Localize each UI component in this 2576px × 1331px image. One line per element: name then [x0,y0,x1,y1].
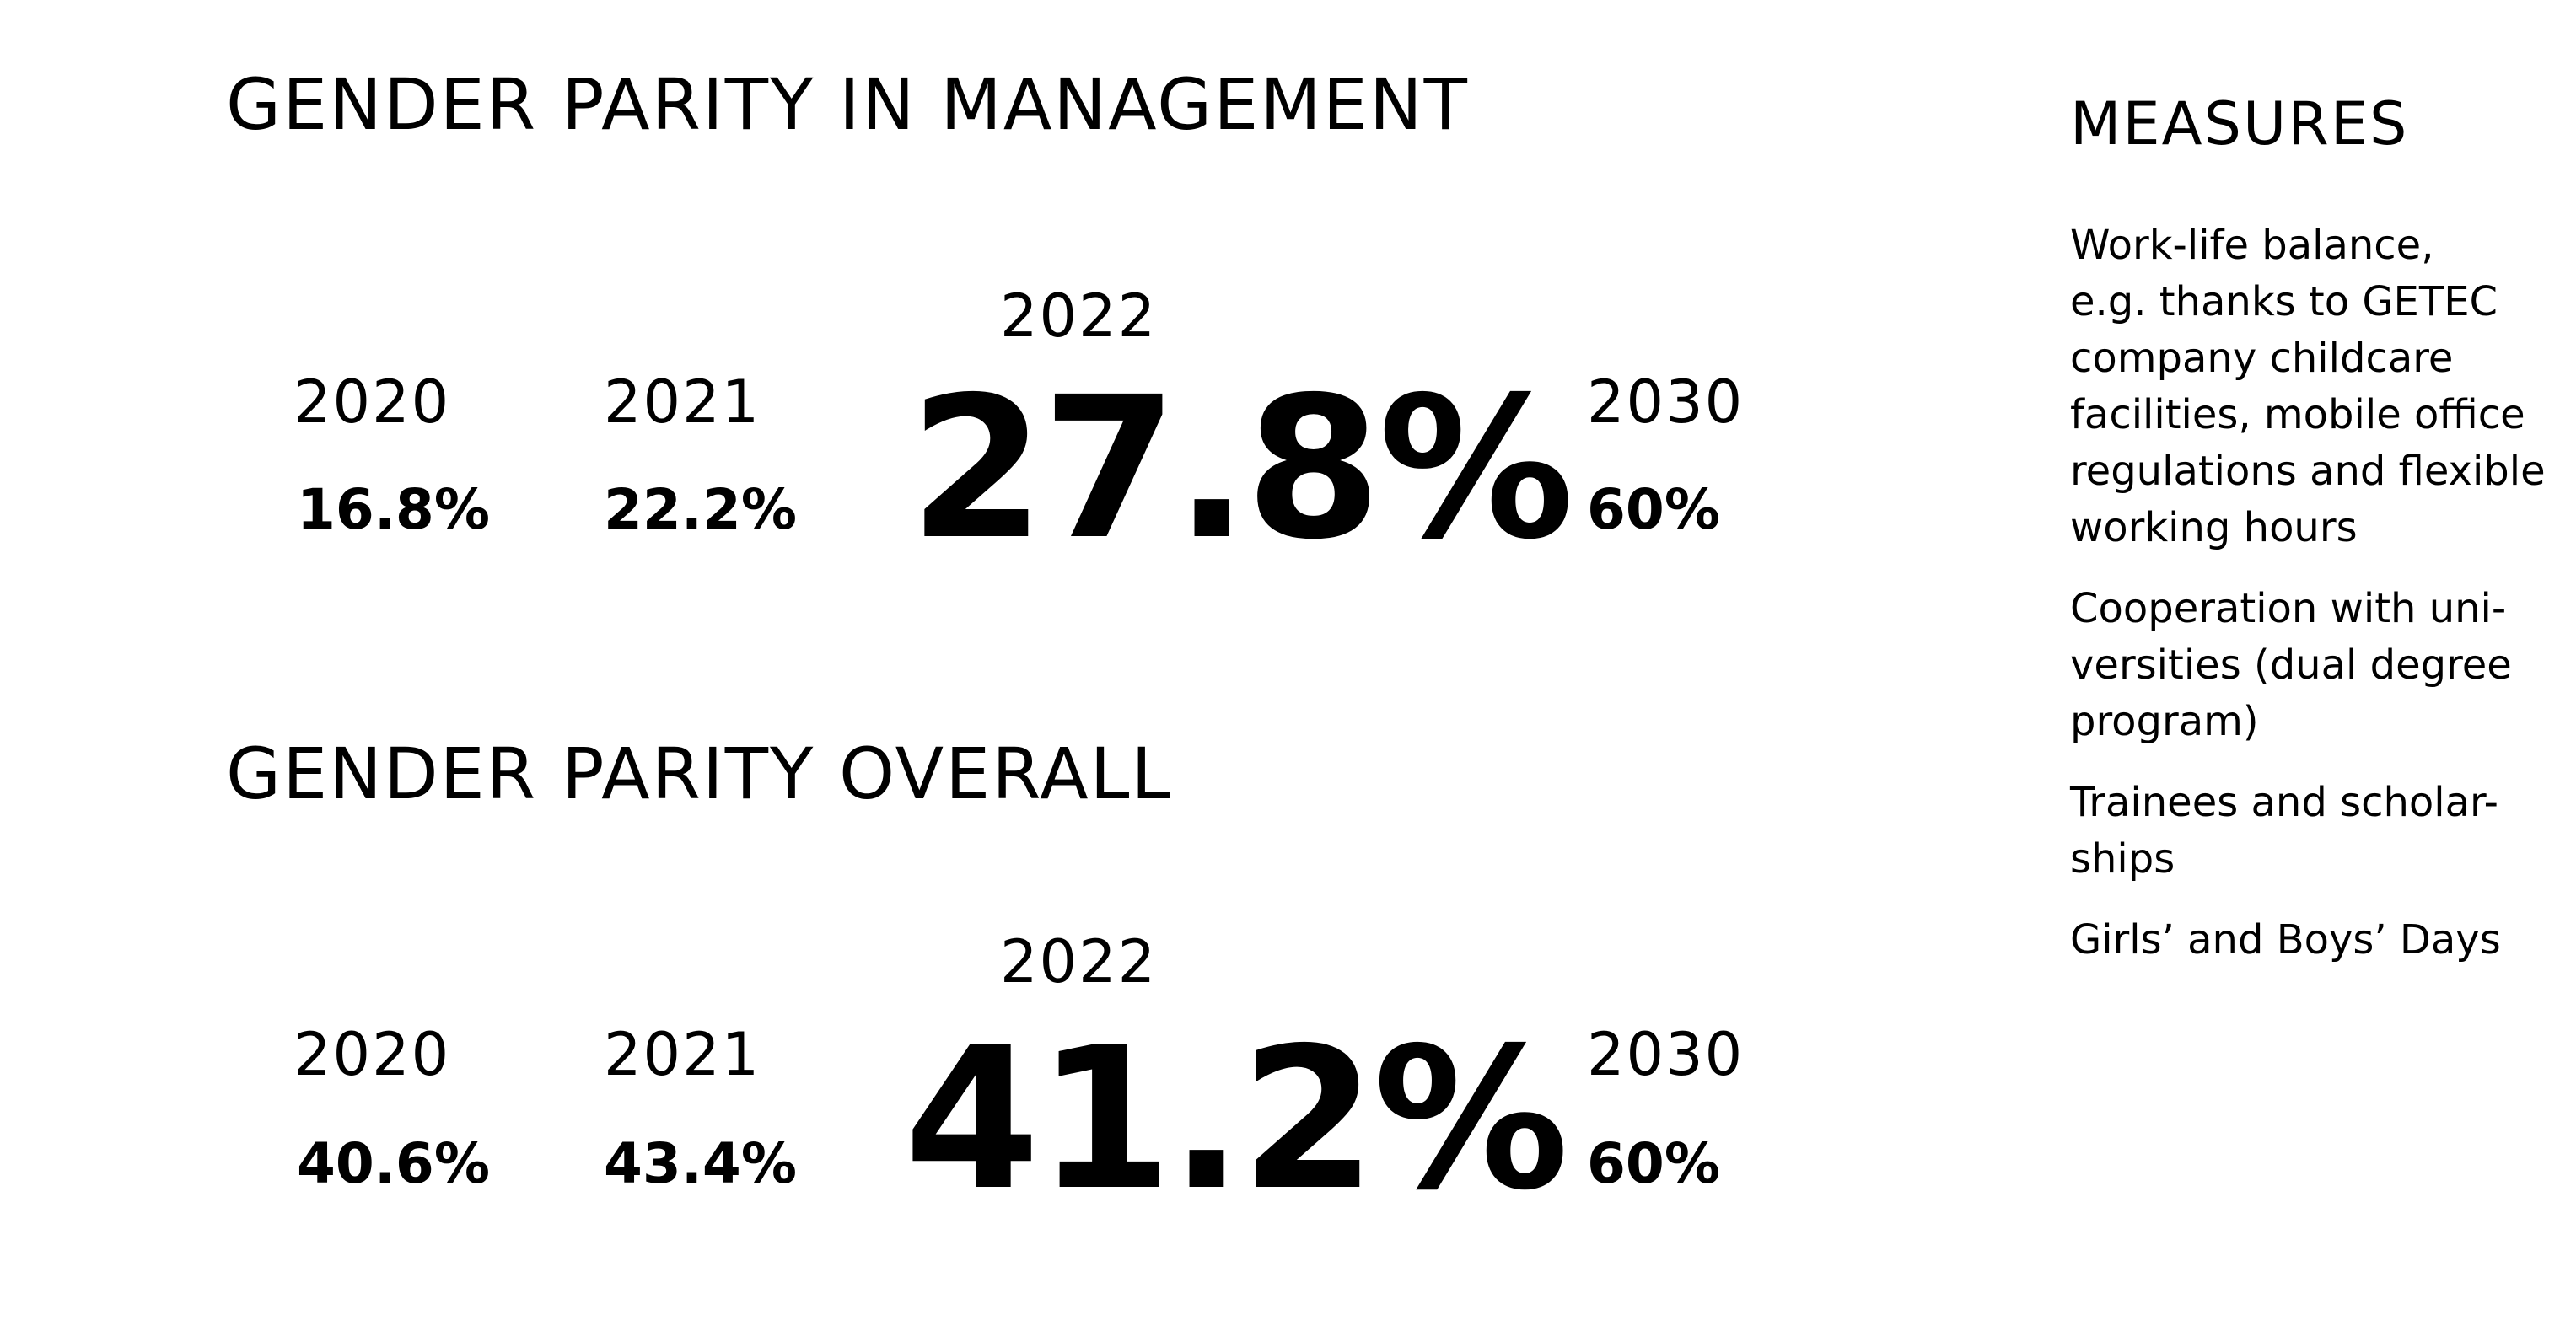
overall-value-2022: 41.2% [904,1006,1569,1233]
overall-year-2022: 2022 [1000,927,1158,996]
overall-value-2030: 60% [1587,1131,1720,1196]
overall-value-2021: 43.4% [604,1131,797,1196]
measure-item-work-life-balance: Work-life balance, e.g. thanks to GETEC … [2070,222,2546,551]
management-year-2021: 2021 [604,368,761,437]
overall-year-2030: 2030 [1587,1020,1745,1089]
overall-section-title: GENDER PARITY OVERALL [226,733,1173,815]
measures-list: Work-life balance, e.g. thanks to GETEC … [2070,217,2551,993]
management-value-2021: 22.2% [604,477,797,542]
management-year-2022: 2022 [1000,282,1158,351]
management-year-2020: 2020 [293,368,451,437]
management-value-2030: 60% [1587,477,1720,542]
measures-title: MEASURES [2070,89,2409,158]
measure-item-girls-boys-days: Girls’ and Boys’ Days [2070,916,2501,963]
overall-value-2020: 40.6% [297,1131,490,1196]
overall-year-2020: 2020 [293,1020,451,1089]
management-value-2022: 27.8% [909,355,1574,582]
management-value-2020: 16.8% [297,477,490,542]
overall-year-2021: 2021 [604,1020,761,1089]
measure-item-university-cooperation: Cooperation with uni- versities (dual de… [2070,585,2512,745]
management-year-2030: 2030 [1587,368,1745,437]
management-section-title: GENDER PARITY IN MANAGEMENT [226,63,1469,146]
measure-item-trainees-scholarships: Trainees and scholar- ships [2070,779,2498,883]
